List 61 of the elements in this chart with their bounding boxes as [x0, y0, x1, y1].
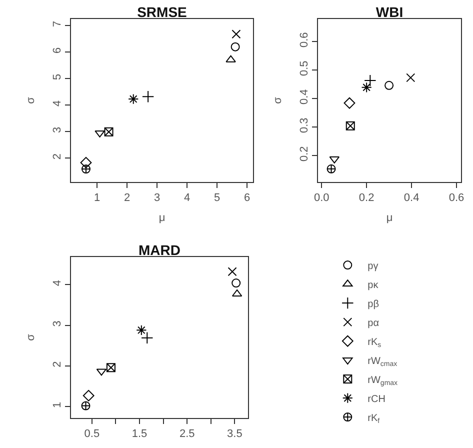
y-tick-label: 3: [52, 320, 64, 327]
legend-label: rK$_{s}$: [368, 336, 382, 350]
x-tick-label: 5: [214, 192, 220, 204]
point: [142, 90, 154, 103]
x-tick-label: 0.5: [84, 428, 100, 440]
point: [81, 401, 90, 410]
point: [361, 82, 372, 93]
y-tick-label: 3: [52, 126, 64, 134]
chart-title: WBI: [376, 4, 404, 20]
y-tick-label: 0.6: [298, 32, 311, 48]
y-tick-label: 2: [52, 361, 64, 368]
chart-title: MARD: [138, 242, 180, 258]
point: [94, 130, 105, 138]
x-axis-title: μ: [158, 212, 166, 224]
point: [364, 74, 376, 87]
x-tick-label: 4: [184, 192, 190, 204]
point: [106, 363, 116, 372]
x-tick-label: 0.6: [448, 192, 464, 204]
point: [344, 97, 356, 109]
y-tick-label: 5: [52, 74, 64, 80]
point: [226, 55, 236, 62]
y-tick-label: 4: [52, 280, 64, 286]
y-tick-label: 6: [52, 47, 64, 54]
y-axis-title: σ: [272, 96, 284, 104]
legend-label: pβ: [368, 298, 380, 310]
point: [346, 121, 355, 130]
legend-label: rW$_{gmax}$: [368, 374, 398, 388]
legend-label: rCH: [368, 394, 386, 405]
y-tick-label: 1: [52, 402, 64, 408]
legend-label: rK$_{f}$: [368, 412, 380, 426]
x-tick-label: 0.0: [314, 192, 330, 204]
legend-label: pγ: [368, 260, 378, 272]
legend-label: pα: [368, 318, 380, 329]
x-tick-label: 3: [154, 192, 160, 204]
y-tick-label: 0.2: [298, 146, 311, 162]
x-tick-label: 2.5: [179, 428, 195, 440]
point: [326, 164, 336, 174]
y-tick-label: 4: [52, 100, 64, 107]
x-axis-title: μ: [386, 212, 393, 224]
chart-title: SRMSE: [137, 4, 187, 20]
x-tick-label: 6: [244, 192, 250, 204]
point: [81, 164, 90, 174]
y-tick-label: 7: [52, 20, 64, 28]
point: [104, 127, 114, 136]
x-tick-label: 1.5: [132, 428, 148, 440]
x-tick-label: 2: [124, 192, 130, 204]
point: [80, 156, 92, 168]
y-tick-label: 0.4: [298, 89, 311, 105]
x-tick-label: 3.5: [227, 428, 242, 440]
y-tick-label: 2: [52, 153, 64, 160]
y-axis-title: σ: [25, 334, 38, 341]
x-tick-label: 0.2: [358, 192, 374, 204]
legend-label: rW$_{cmax}$: [368, 356, 398, 368]
x-tick-label: 0.4: [404, 192, 420, 204]
y-tick-label: 0.5: [298, 60, 311, 76]
legend-label: pκ: [368, 280, 380, 291]
point: [128, 94, 139, 104]
y-axis-title: σ: [25, 96, 38, 104]
x-tick-label: 1: [94, 192, 100, 204]
point: [82, 390, 94, 402]
y-tick-label: 0.3: [298, 118, 311, 133]
